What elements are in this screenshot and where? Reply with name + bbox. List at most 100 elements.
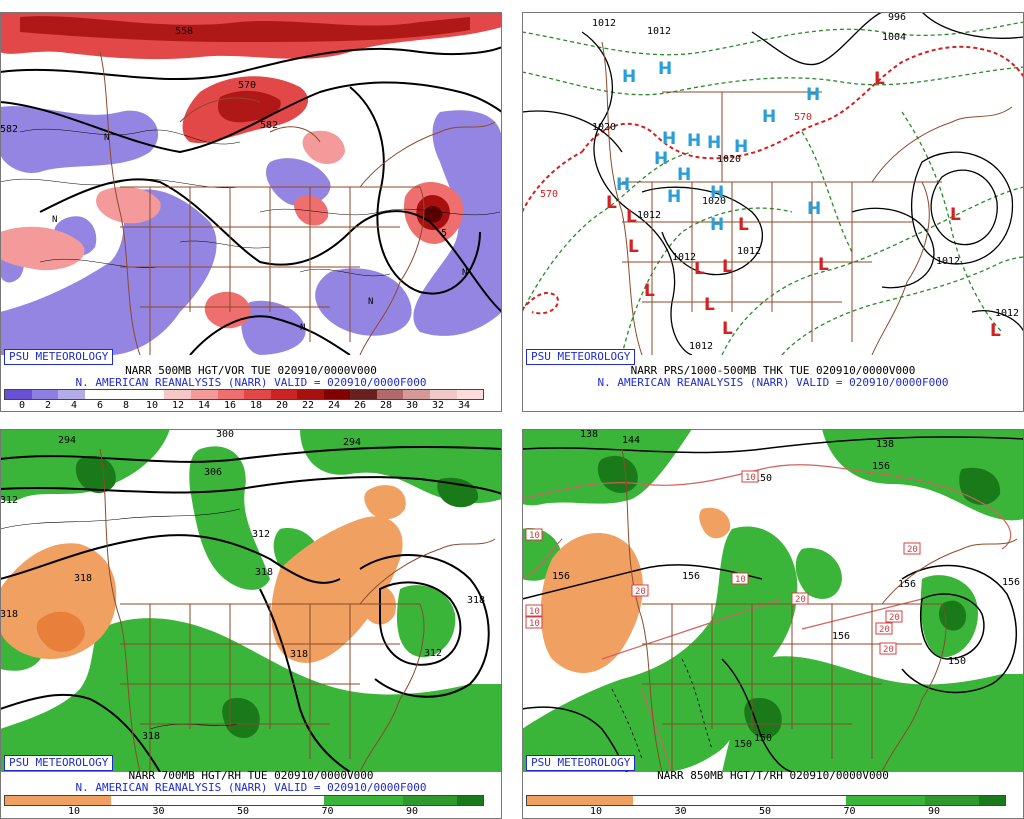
color-bar-tick-label: 28 [379, 400, 393, 411]
color-bar-swatch [686, 796, 713, 805]
height-label-d: 582 [260, 120, 278, 131]
color-bar-swatch [659, 796, 687, 805]
temperature-box-label: 20 [795, 595, 806, 605]
low-marker: L [818, 255, 829, 275]
panel-sea-level-pressure-thickness: 1012 1012 1004 996 1020 1020 1020 1012 1… [522, 12, 1024, 412]
color-bar-tick-label: 18 [249, 400, 263, 411]
color-bar-swatch [403, 796, 430, 805]
height-label-e: 312 [252, 529, 270, 540]
color-bar-tick-label: 90 [927, 806, 941, 817]
height-contours [0, 46, 502, 355]
vorticity-contours [0, 128, 501, 277]
color-bar-swatch [137, 796, 165, 805]
color-bar-tick-label: 30 [674, 806, 687, 817]
panel-title: NARR 500MB HGT/VOR TUE 020910/0000V000 [125, 364, 377, 377]
humidity-color-bar-ticks: 10 30 50 70 90 [4, 806, 482, 818]
height-contours [522, 436, 1024, 772]
isobar-label-g: 1020 [702, 196, 726, 207]
map-700mb-svg: 294 300 306 294 312 318 318 318 318 312 … [0, 429, 502, 772]
color-bar-swatch [137, 390, 165, 399]
color-bar-swatch [898, 796, 926, 805]
high-marker: H [616, 175, 630, 195]
humidity-color-bar [4, 795, 484, 806]
low-marker: L [694, 259, 705, 279]
height-label-f: 318 [74, 573, 92, 584]
color-bar-swatch [111, 796, 138, 805]
thickness-570-contour [522, 45, 1024, 315]
political-boundaries [99, 448, 496, 772]
political-boundaries [99, 51, 496, 355]
height-label-f: 156 [682, 571, 700, 582]
psu-meteorology-badge: PSU METEOROLOGY [526, 755, 636, 771]
high-marker: H [622, 67, 636, 87]
color-bar-swatch [430, 390, 457, 399]
color-bar-swatch [297, 796, 324, 805]
map-850mb: 138 144 150 138 156 156 156 156 156 150 … [522, 429, 1024, 772]
low-marker: L [644, 281, 655, 301]
height-label-m: 150 [734, 739, 752, 750]
color-bar-swatch [58, 390, 85, 399]
panel-subtitle: N. AMERICAN REANALYSIS (NARR) VALID = 02… [75, 781, 427, 794]
thickness-label-n: 570 [794, 112, 812, 123]
temperature-box-label: 10 [529, 607, 540, 617]
high-marker: H [677, 165, 691, 185]
height-label-h: 318 [255, 567, 273, 578]
color-bar-swatch [456, 796, 484, 805]
low-marker: L [606, 193, 617, 213]
color-bar-swatch [323, 390, 351, 399]
height-label-b: 300 [216, 429, 234, 440]
isobar-label-a: 1012 [592, 18, 616, 29]
color-bar-tick-label: 70 [321, 806, 334, 817]
color-bar-swatch [323, 796, 351, 805]
low-marker: L [990, 321, 1001, 341]
panel-title: NARR 850MB HGT/T/RH 020910/0000V000 [657, 769, 889, 782]
humidity-dry-areas [0, 485, 406, 663]
isobar-label-o: 1012 [995, 308, 1019, 319]
low-marker: L [722, 257, 733, 277]
color-bar-swatch [606, 796, 634, 805]
color-bar-tick-label: 90 [405, 806, 419, 817]
isobar-label-k: 1012 [936, 256, 960, 267]
color-bar-swatch [111, 390, 138, 399]
color-bar-swatch [270, 796, 298, 805]
height-label-i: 318 [142, 731, 160, 742]
thickness-label-m: 570 [540, 189, 558, 200]
height-contours [0, 446, 502, 772]
height-label-b: 582 [0, 124, 18, 135]
panel-700mb-relative-humidity: 294 300 306 294 312 318 318 318 318 312 … [0, 429, 502, 819]
color-bar-swatch [456, 390, 484, 399]
temperature-box-label: 10 [529, 619, 540, 629]
color-bar-swatch [350, 796, 377, 805]
high-marker: H [806, 85, 820, 105]
isobar-label-i: 1012 [672, 252, 696, 263]
color-bar-tick-label: 20 [275, 400, 289, 411]
psu-meteorology-badge: PSU METEOROLOGY [4, 349, 114, 365]
temperature-box-labels: 10 10 10 10 10 20 20 20 20 20 20 10 [525, 470, 921, 655]
height-label-g: 318 [0, 609, 18, 620]
height-label-e: 5 [441, 228, 447, 239]
map-slp-svg: 1012 1012 1004 996 1020 1020 1020 1012 1… [522, 12, 1024, 355]
low-marker: L [704, 295, 715, 315]
color-bar-swatch [403, 390, 430, 399]
high-marker: H [807, 199, 821, 219]
color-bar-tick-label: 34 [457, 400, 471, 411]
vorticity-color-bar [4, 389, 484, 400]
humidity-contours [0, 508, 241, 730]
low-pressure-markers: L L L L L L L L L L L L L [606, 69, 1001, 341]
color-bar-tick-label: 30 [405, 400, 419, 411]
temperature-dashed-contours [611, 658, 713, 760]
isobar-label-b: 1012 [647, 26, 671, 37]
height-label-a: 558 [175, 26, 193, 37]
color-bar-swatch [739, 796, 767, 805]
map-slp-thickness: 1012 1012 1004 996 1020 1020 1020 1012 1… [522, 12, 1024, 355]
map-700mb: 294 300 306 294 312 318 318 318 318 312 … [0, 429, 502, 772]
color-bar-swatch [190, 796, 218, 805]
temperature-box-label: 10 [745, 473, 756, 483]
low-marker: L [626, 207, 637, 227]
high-marker: H [658, 59, 672, 79]
color-bar-swatch [244, 796, 271, 805]
temperature-box-label: 20 [879, 625, 890, 635]
height-label-m: 318 [290, 649, 308, 660]
color-bar-swatch [190, 390, 218, 399]
height-label-c: 150 [754, 473, 772, 484]
